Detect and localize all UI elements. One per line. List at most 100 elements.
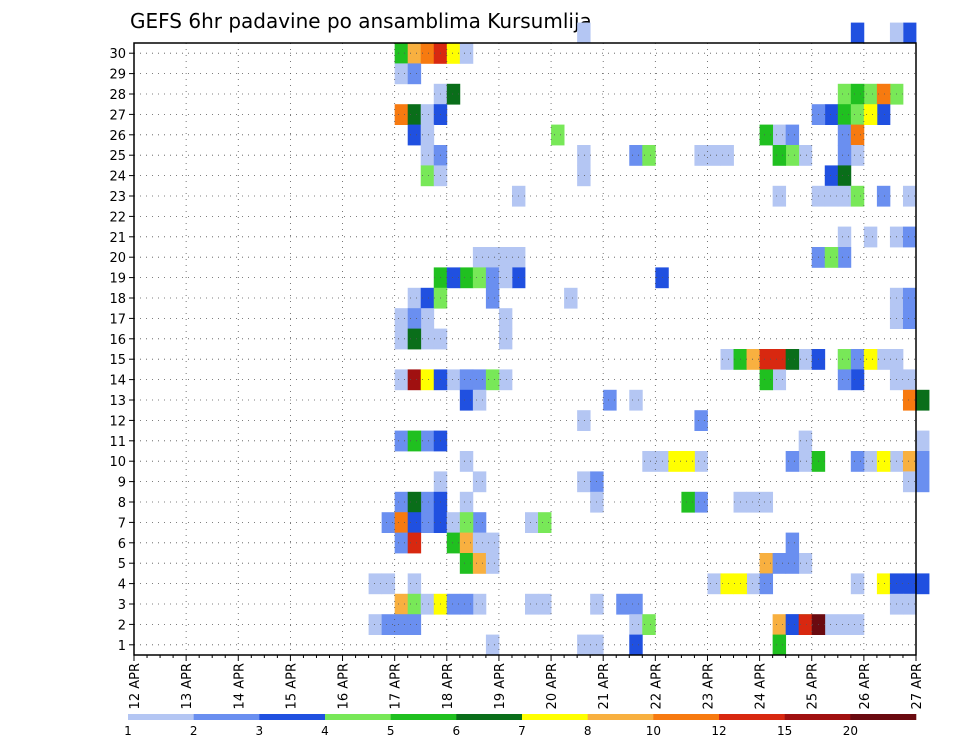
precip-cell xyxy=(407,328,422,350)
precip-cell xyxy=(837,185,852,207)
precip-cell xyxy=(538,593,552,615)
precip-cell xyxy=(407,369,422,391)
precip-cell xyxy=(381,573,396,595)
precip-cell xyxy=(642,614,656,635)
precip-cell xyxy=(394,430,409,452)
precip-cell xyxy=(798,145,813,166)
precip-cell xyxy=(407,430,422,452)
precip-cell xyxy=(863,349,878,370)
precip-cell xyxy=(902,369,917,391)
precip-cell xyxy=(498,247,513,268)
precip-cell xyxy=(902,451,917,472)
precip-cell xyxy=(759,553,774,574)
precip-cell xyxy=(459,451,474,472)
precip-cell xyxy=(889,22,904,44)
legend-label: 3 xyxy=(256,724,264,738)
precip-cell xyxy=(577,165,591,187)
y-tick-label: 25 xyxy=(109,149,126,164)
precip-cell xyxy=(498,267,513,289)
precip-cell xyxy=(824,247,839,268)
precip-cell xyxy=(485,287,500,309)
legend-swatch xyxy=(325,714,391,720)
precip-cell xyxy=(785,124,800,146)
precip-cell xyxy=(863,104,878,125)
x-tick-label: 19 APR xyxy=(493,663,508,709)
precip-cell xyxy=(485,553,500,574)
legend-swatch xyxy=(784,714,851,720)
precip-cell xyxy=(472,267,487,289)
precip-cell xyxy=(407,124,422,146)
precip-cell xyxy=(629,145,643,166)
precip-cell xyxy=(759,124,774,146)
precip-cell xyxy=(420,104,435,125)
precip-cell xyxy=(772,145,787,166)
precip-cell xyxy=(785,532,800,554)
precip-cell xyxy=(837,247,852,268)
precip-cell xyxy=(551,124,565,146)
precip-cell xyxy=(902,22,917,44)
precip-cell xyxy=(420,145,435,166)
precip-cell xyxy=(459,532,474,554)
precip-cell xyxy=(785,349,800,370)
precip-cell xyxy=(798,553,813,574)
chart-title: GEFS 6hr padavine po ansamblima Kursumli… xyxy=(130,9,592,33)
y-tick-label: 28 xyxy=(109,88,126,103)
precip-cell xyxy=(629,389,643,411)
precip-cell xyxy=(668,451,682,472)
precip-cell xyxy=(876,573,891,595)
y-tick-label: 12 xyxy=(109,414,126,429)
precip-cell xyxy=(498,369,513,391)
legend-label: 20 xyxy=(843,724,858,738)
precip-cell xyxy=(472,553,487,574)
precip-cell xyxy=(681,491,695,513)
y-tick-label: 23 xyxy=(109,190,126,205)
precip-cell xyxy=(381,614,396,635)
precip-cell xyxy=(916,451,930,472)
precip-cell xyxy=(876,349,891,370)
precip-cell xyxy=(876,83,891,105)
precip-cell xyxy=(420,287,435,309)
precip-cell xyxy=(916,471,930,493)
precip-cell xyxy=(785,553,800,574)
precip-cell xyxy=(564,287,578,309)
precip-cell xyxy=(420,369,435,391)
precip-cell xyxy=(707,573,721,595)
legend-swatch xyxy=(719,714,785,720)
precip-cell xyxy=(472,389,487,411)
precip-cell xyxy=(368,614,383,635)
precip-cell xyxy=(485,247,500,268)
precip-cell xyxy=(785,614,800,635)
precip-cell xyxy=(446,83,461,105)
y-tick-label: 24 xyxy=(109,170,126,185)
precip-cell xyxy=(837,369,852,391)
legend-label: 1 xyxy=(124,724,132,738)
precip-cell xyxy=(720,145,734,166)
precip-cell xyxy=(876,185,891,207)
precip-cell xyxy=(394,369,409,391)
precip-cell xyxy=(642,451,656,472)
legend-swatch xyxy=(259,714,326,720)
precip-cell xyxy=(916,430,930,452)
precip-cell xyxy=(772,185,787,207)
precip-cell xyxy=(394,532,409,554)
legend-label: 7 xyxy=(518,724,526,738)
precip-cell xyxy=(837,145,852,166)
legend-swatch xyxy=(128,714,194,720)
precip-cell xyxy=(850,349,865,370)
legend-label: 12 xyxy=(711,724,726,738)
precip-cell xyxy=(472,593,487,615)
precip-cell xyxy=(459,43,474,64)
precip-cell xyxy=(472,247,487,268)
x-tick-label: 25 APR xyxy=(806,663,821,709)
x-tick-label: 21 APR xyxy=(597,663,612,709)
precip-cell xyxy=(850,124,865,146)
precip-cell xyxy=(577,145,591,166)
precip-cell xyxy=(916,573,930,595)
precip-cell xyxy=(772,369,787,391)
y-axis-member-labels: 1234567891011121314151617181920212223242… xyxy=(109,47,134,654)
precip-cell xyxy=(420,165,435,187)
precip-cell xyxy=(850,145,865,166)
precip-cell xyxy=(459,389,474,411)
precip-cell xyxy=(798,430,813,452)
precip-cell xyxy=(824,104,839,125)
